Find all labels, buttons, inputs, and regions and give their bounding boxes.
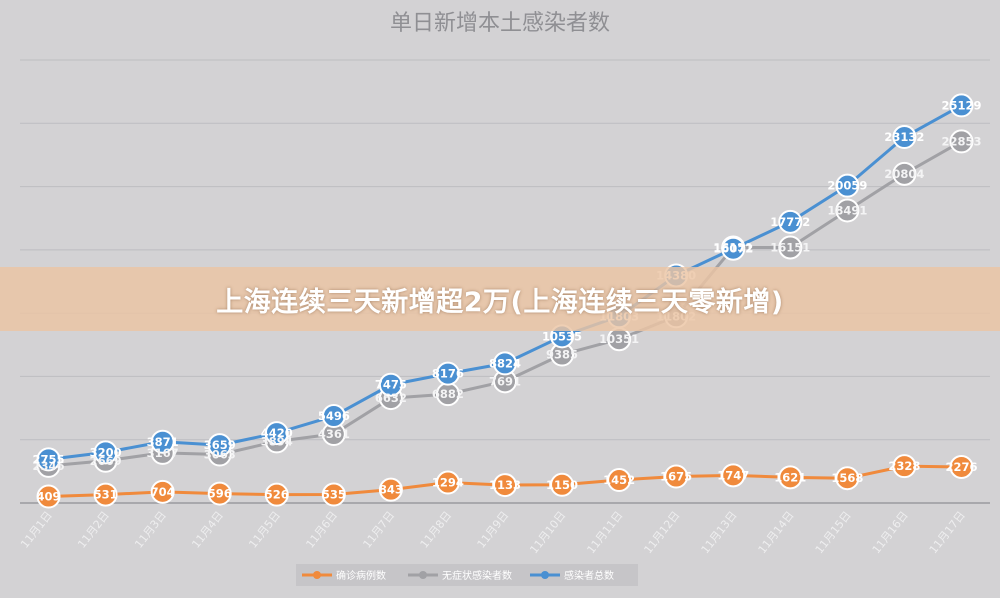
legend-label: 确诊病例数: [336, 569, 386, 582]
x-tick-label: 11月16日: [870, 509, 911, 556]
data-label: 704: [151, 485, 175, 499]
data-label: 1747: [717, 468, 749, 482]
legend-marker: [541, 571, 549, 579]
x-tick-label: 11月13日: [699, 509, 740, 556]
data-label: 25129: [941, 98, 981, 112]
x-tick-label: 11月1日: [18, 509, 55, 551]
data-label: 10351: [599, 332, 639, 346]
data-label: 23132: [884, 130, 924, 144]
data-label: 409: [37, 490, 61, 504]
legend-marker: [419, 571, 427, 579]
legend: 确诊病例数 无症状感染者数 感染者总数: [296, 564, 638, 586]
data-label: 22853: [941, 134, 981, 148]
x-tick-label: 11月9日: [475, 509, 512, 551]
data-label: 1675: [660, 469, 692, 483]
data-label: 8176: [432, 367, 464, 381]
data-label: 4361: [318, 427, 350, 441]
data-label: 531: [94, 488, 118, 502]
data-label: 3659: [204, 438, 236, 452]
x-tick-label: 11月15日: [813, 509, 854, 556]
data-label: 1568: [831, 471, 863, 485]
x-tick-label: 11月12日: [642, 509, 683, 556]
x-tick-label: 11月6日: [303, 509, 340, 551]
data-label: 16072: [713, 242, 753, 256]
data-label: 3871: [147, 435, 179, 449]
data-label: 8824: [489, 356, 521, 370]
data-label: 535: [322, 488, 346, 502]
data-label: 17772: [770, 215, 810, 229]
headline-banner: 上海连续三天新增超2万(上海连续三天零新增): [0, 267, 1000, 331]
data-label: 1621: [774, 470, 806, 484]
data-label: 843: [379, 483, 403, 497]
headline-text: 上海连续三天新增超2万(上海连续三天零新增): [216, 280, 783, 319]
data-label: 1452: [603, 473, 635, 487]
x-tick-label: 11月10日: [527, 509, 568, 556]
data-label: 6882: [432, 387, 464, 401]
data-label: 7691: [489, 374, 521, 388]
data-label: 20804: [884, 167, 924, 181]
x-tick-label: 11月11日: [584, 509, 625, 556]
data-label: 18491: [827, 203, 867, 217]
x-tick-label: 11月2日: [75, 509, 112, 551]
data-label: 20059: [827, 179, 867, 193]
legend-marker: [313, 571, 321, 579]
data-label: 526: [265, 488, 289, 502]
x-tick-label: 11月4日: [189, 509, 226, 551]
x-tick-label: 11月3日: [132, 509, 169, 551]
data-label: 1150: [546, 478, 578, 492]
data-label: 2328: [888, 459, 920, 473]
data-label: 1133: [489, 478, 521, 492]
data-label: 6632: [375, 391, 407, 405]
data-label: 7475: [375, 378, 407, 392]
data-label: 10535: [542, 329, 582, 343]
chart-title: 单日新增本土感染者数: [390, 11, 610, 36]
data-label: 5496: [318, 409, 350, 423]
data-label: 4420: [261, 426, 293, 440]
data-label: 2276: [945, 460, 977, 474]
x-tick-label: 11月5日: [246, 509, 283, 551]
data-label: 16151: [770, 240, 810, 254]
x-tick-label: 11月14日: [756, 509, 797, 556]
x-tick-label: 11月7日: [361, 509, 398, 551]
x-axis-labels: 11月1日 11月2日 11月3日 11月4日 11月5日 11月6日 11月7日 11月8日…: [18, 509, 968, 556]
data-label: 596: [208, 487, 232, 501]
legend-label: 无症状感染者数: [442, 569, 512, 582]
data-label: 1294: [432, 476, 464, 490]
x-tick-label: 11月17日: [927, 509, 968, 556]
legend-label: 感染者总数: [564, 569, 614, 582]
x-tick-label: 11月8日: [418, 509, 455, 551]
data-label: 9385: [546, 348, 578, 362]
data-label: 3200: [90, 445, 122, 459]
data-label: 2755: [33, 452, 65, 466]
